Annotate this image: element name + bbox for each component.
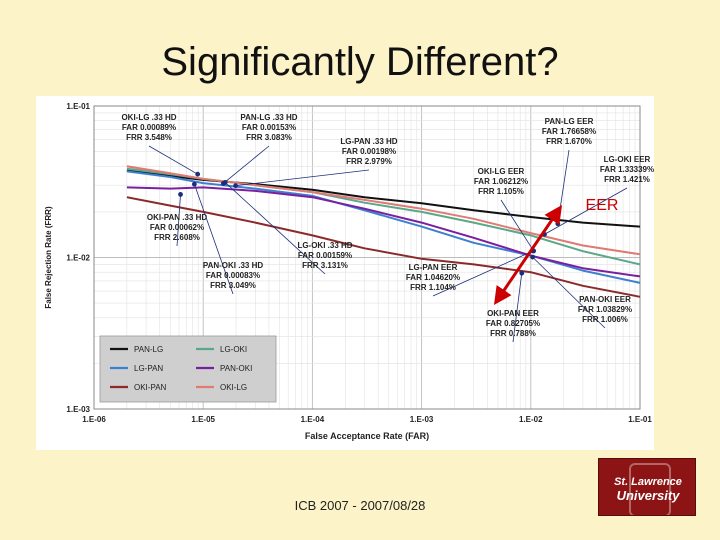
annotation-text: FRR 1.670% [546, 137, 592, 146]
chart-frame: 1.E-06 1.E-05 1.E-04 1.E-03 1.E-02 1.E-01 1.E-… [36, 96, 654, 450]
annotation-text: FRR 3.131% [302, 261, 348, 270]
annotation-text: FAR 0.00083% [206, 271, 260, 280]
logo-line-1: St. Lawrence [614, 476, 682, 488]
plot-border [93, 105, 641, 410]
annotation-leader [193, 184, 234, 295]
annotation-text: OKI-LG EER [478, 167, 525, 176]
annotation-text: FAR 1.04620% [406, 273, 460, 282]
annotation-text: FAR 1.03829% [578, 305, 632, 314]
annotation-text: LG-OKI .33 HD [297, 241, 352, 250]
eer-arrow [493, 205, 563, 305]
annotation-text: FAR 0.00198% [342, 147, 396, 156]
annotation-text: FRR 0.788% [490, 329, 536, 338]
annotation-text: FRR 3.049% [210, 281, 256, 290]
university-logo: St. Lawrence University [598, 458, 696, 516]
annotation-text: PAN-OKI .33 HD [203, 261, 264, 270]
x-tick-label: 1.E-05 [191, 415, 215, 424]
annotation-text: OKI-PAN .33 HD [147, 213, 208, 222]
annotation-text: FAR 0.00159% [298, 251, 352, 260]
x-tick-label: 1.E-04 [301, 415, 325, 424]
annotation-text: FAR 0.00089% [122, 123, 176, 132]
annotation-text: FAR 1.76658% [542, 127, 596, 136]
annotation-text: FRR 1.421% [604, 175, 650, 184]
slide-title: Significantly Different? [161, 40, 559, 84]
annotation-leader [223, 145, 270, 184]
annotation-text: FAR 1.33339% [600, 165, 654, 174]
annotation-leader [500, 199, 534, 252]
annotation-text: FAR 0.00153% [242, 123, 296, 132]
y-tick-label: 1.E-01 [66, 102, 90, 111]
x-tick-label: 1.E-01 [628, 415, 652, 424]
annotation-text: FRR 3.548% [126, 133, 172, 142]
annotation-text: LG-PAN .33 HD [340, 137, 397, 146]
legend-label: OKI-PAN [134, 383, 167, 392]
annotation-text: PAN-LG .33 HD [240, 113, 297, 122]
logo-line-2: University [616, 488, 680, 503]
y-tick-label: 1.E-03 [66, 405, 90, 414]
y-axis-label: False Rejection Rate (FRR) [44, 206, 53, 309]
legend-label: LG-PAN [134, 364, 163, 373]
annotation-text: FRR 1.104% [410, 283, 456, 292]
annotation-text: FAR 0.82705% [486, 319, 540, 328]
legend-label: PAN-OKI [220, 364, 252, 373]
annotation-text: OKI-LG .33 HD [121, 113, 176, 122]
annotation-text: PAN-LG EER [545, 117, 594, 126]
annotation-text: LG-OKI EER [604, 155, 651, 164]
slide-footer: ICB 2007 - 2007/08/28 [294, 498, 426, 513]
annotation-text: FAR 0.00062% [150, 223, 204, 232]
annotation-leader [176, 194, 181, 247]
annotation-text: FAR 1.06212% [474, 177, 528, 186]
logo-seal-icon [629, 463, 671, 515]
x-tick-label: 1.E-02 [519, 415, 543, 424]
annotation-text: LG-PAN EER [409, 263, 458, 272]
x-tick-label: 1.E-06 [82, 415, 106, 424]
annotation-text: FRR 1.006% [582, 315, 628, 324]
operating-point-marker [195, 171, 201, 177]
legend-box [99, 335, 277, 403]
eer-label: EER [586, 197, 619, 214]
y-tick-label: 1.E-02 [66, 254, 90, 263]
annotation-leader [235, 169, 370, 187]
legend-label: PAN-LG [134, 345, 163, 354]
legend-label: OKI-LG [220, 383, 247, 392]
legend-label: LG-OKI [220, 345, 247, 354]
annotation-text: OKI-PAN EER [487, 309, 539, 318]
annotation-leader [148, 145, 198, 175]
x-tick-label: 1.E-03 [410, 415, 434, 424]
annotation-text: FRR 2.608% [154, 233, 200, 242]
x-axis-label: False Acceptance Rate (FAR) [305, 431, 429, 441]
annotation-text: FRR 1.105% [478, 187, 524, 196]
annotation-text: FRR 2.979% [346, 157, 392, 166]
annotation-leader [224, 182, 326, 275]
annotation-text: PAN-OKI EER [579, 295, 631, 304]
annotation-text: FRR 3.083% [246, 133, 292, 142]
det-chart: 1.E-06 1.E-05 1.E-04 1.E-03 1.E-02 1.E-01 1.E-… [44, 102, 654, 441]
